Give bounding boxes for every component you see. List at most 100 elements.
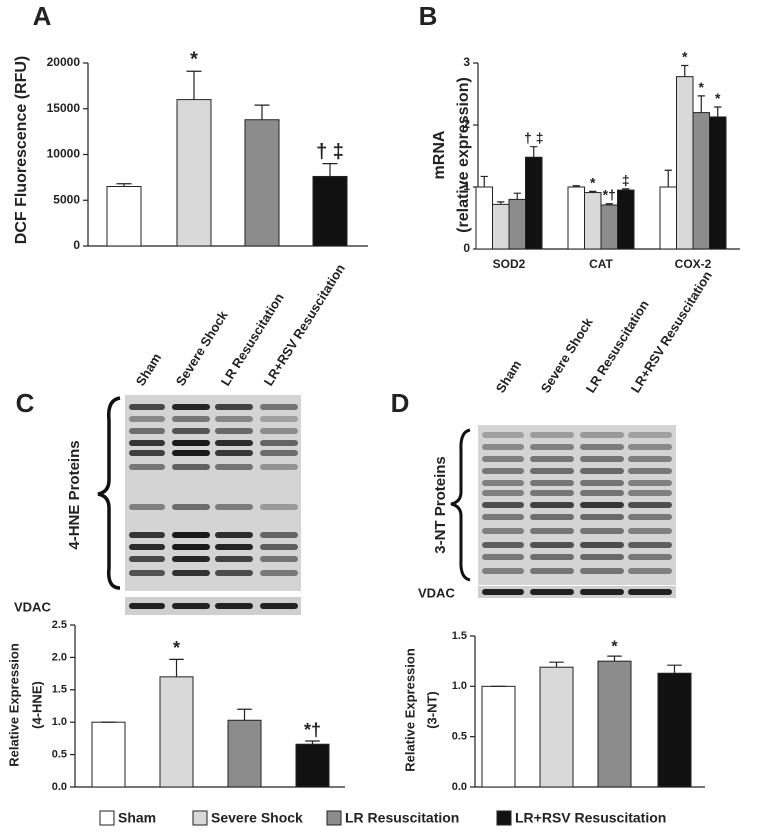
band [129,450,165,456]
x-tick-label: COX-2 [675,257,712,271]
band [628,514,672,520]
bar [492,203,510,250]
y-tick-label: 2 [463,117,470,131]
band [482,456,524,462]
error-bar [697,95,705,113]
y-tick-label: 1.0 [452,680,467,692]
band [215,504,253,510]
legend-swatch [99,810,115,826]
band [482,554,524,560]
legend-label: LR+RSV Resuscitation [515,810,666,826]
band [129,556,165,562]
lane-label: Sham [133,350,164,388]
error-bar [664,169,672,187]
error-bar [589,190,597,193]
panel-label: D [391,388,410,418]
bar [106,186,142,247]
annotation: † ‡ [316,141,344,163]
band [129,532,165,538]
error-bar [622,188,630,191]
band [580,528,624,534]
y-tick-label: 3 [463,55,470,69]
band [580,480,624,486]
panel-label: A [33,1,52,31]
annotation: * [611,639,618,656]
error-bar [681,64,689,77]
error-bar [667,664,682,674]
band [530,432,574,438]
error-bar [169,658,184,677]
band [172,450,210,456]
band [215,556,253,562]
y-tick-label: 1 [463,179,470,193]
legend-swatch [192,810,208,826]
annotation: * [590,174,596,190]
band [580,542,624,548]
band [580,432,624,438]
error-bar [305,740,320,745]
bar [91,721,126,788]
band [530,554,574,560]
band [260,464,298,470]
band [530,490,574,496]
band [482,480,524,486]
band [129,428,165,434]
band [580,502,624,508]
band [628,502,672,508]
band [530,502,574,508]
legend-swatch [496,810,512,826]
lane-label: LR+RSV Resuscitation [261,261,348,388]
band [580,456,624,462]
band [580,589,624,595]
band [172,440,210,446]
band [530,568,574,574]
band [129,544,165,550]
band [260,603,298,609]
band [215,544,253,550]
loading-blot [125,597,301,615]
band [482,502,524,508]
band [260,416,298,422]
y-tick-label: 0 [463,241,470,255]
band [260,544,298,550]
error-bar [497,201,505,205]
y-tick-label: 0.0 [452,781,467,793]
bar [600,204,618,250]
y-tick-label: 0.5 [452,731,467,743]
bar [567,186,585,250]
error-bar [237,708,252,721]
band [628,456,672,462]
bar [617,189,635,250]
bar [244,119,280,247]
band [172,404,210,410]
annotation: * [190,49,198,71]
band [482,468,524,474]
band [260,428,298,434]
y-axis-label: (3-NT) [424,691,439,729]
bar [295,743,330,788]
band [628,444,672,450]
band [482,514,524,520]
error-bar [607,655,622,662]
annotation: * [715,90,721,106]
brace [450,428,471,582]
band [580,554,624,560]
brace [97,396,121,590]
error-bar [549,661,564,668]
band [530,542,574,548]
band [172,603,210,609]
y-tick-label: 20000 [47,55,81,69]
y-tick-label: 0.5 [52,749,67,761]
annotation: *† [603,187,616,203]
band [482,568,524,574]
bar [176,99,212,247]
band [215,464,253,470]
annotation: ‡ [622,172,630,188]
y-axis-label: Relative Expression [6,643,21,767]
band [580,514,624,520]
band [530,468,574,474]
band [260,570,298,576]
y-axis-label: DCF Fluorescence (RFU) [13,56,30,244]
band [129,464,165,470]
band [628,554,672,560]
